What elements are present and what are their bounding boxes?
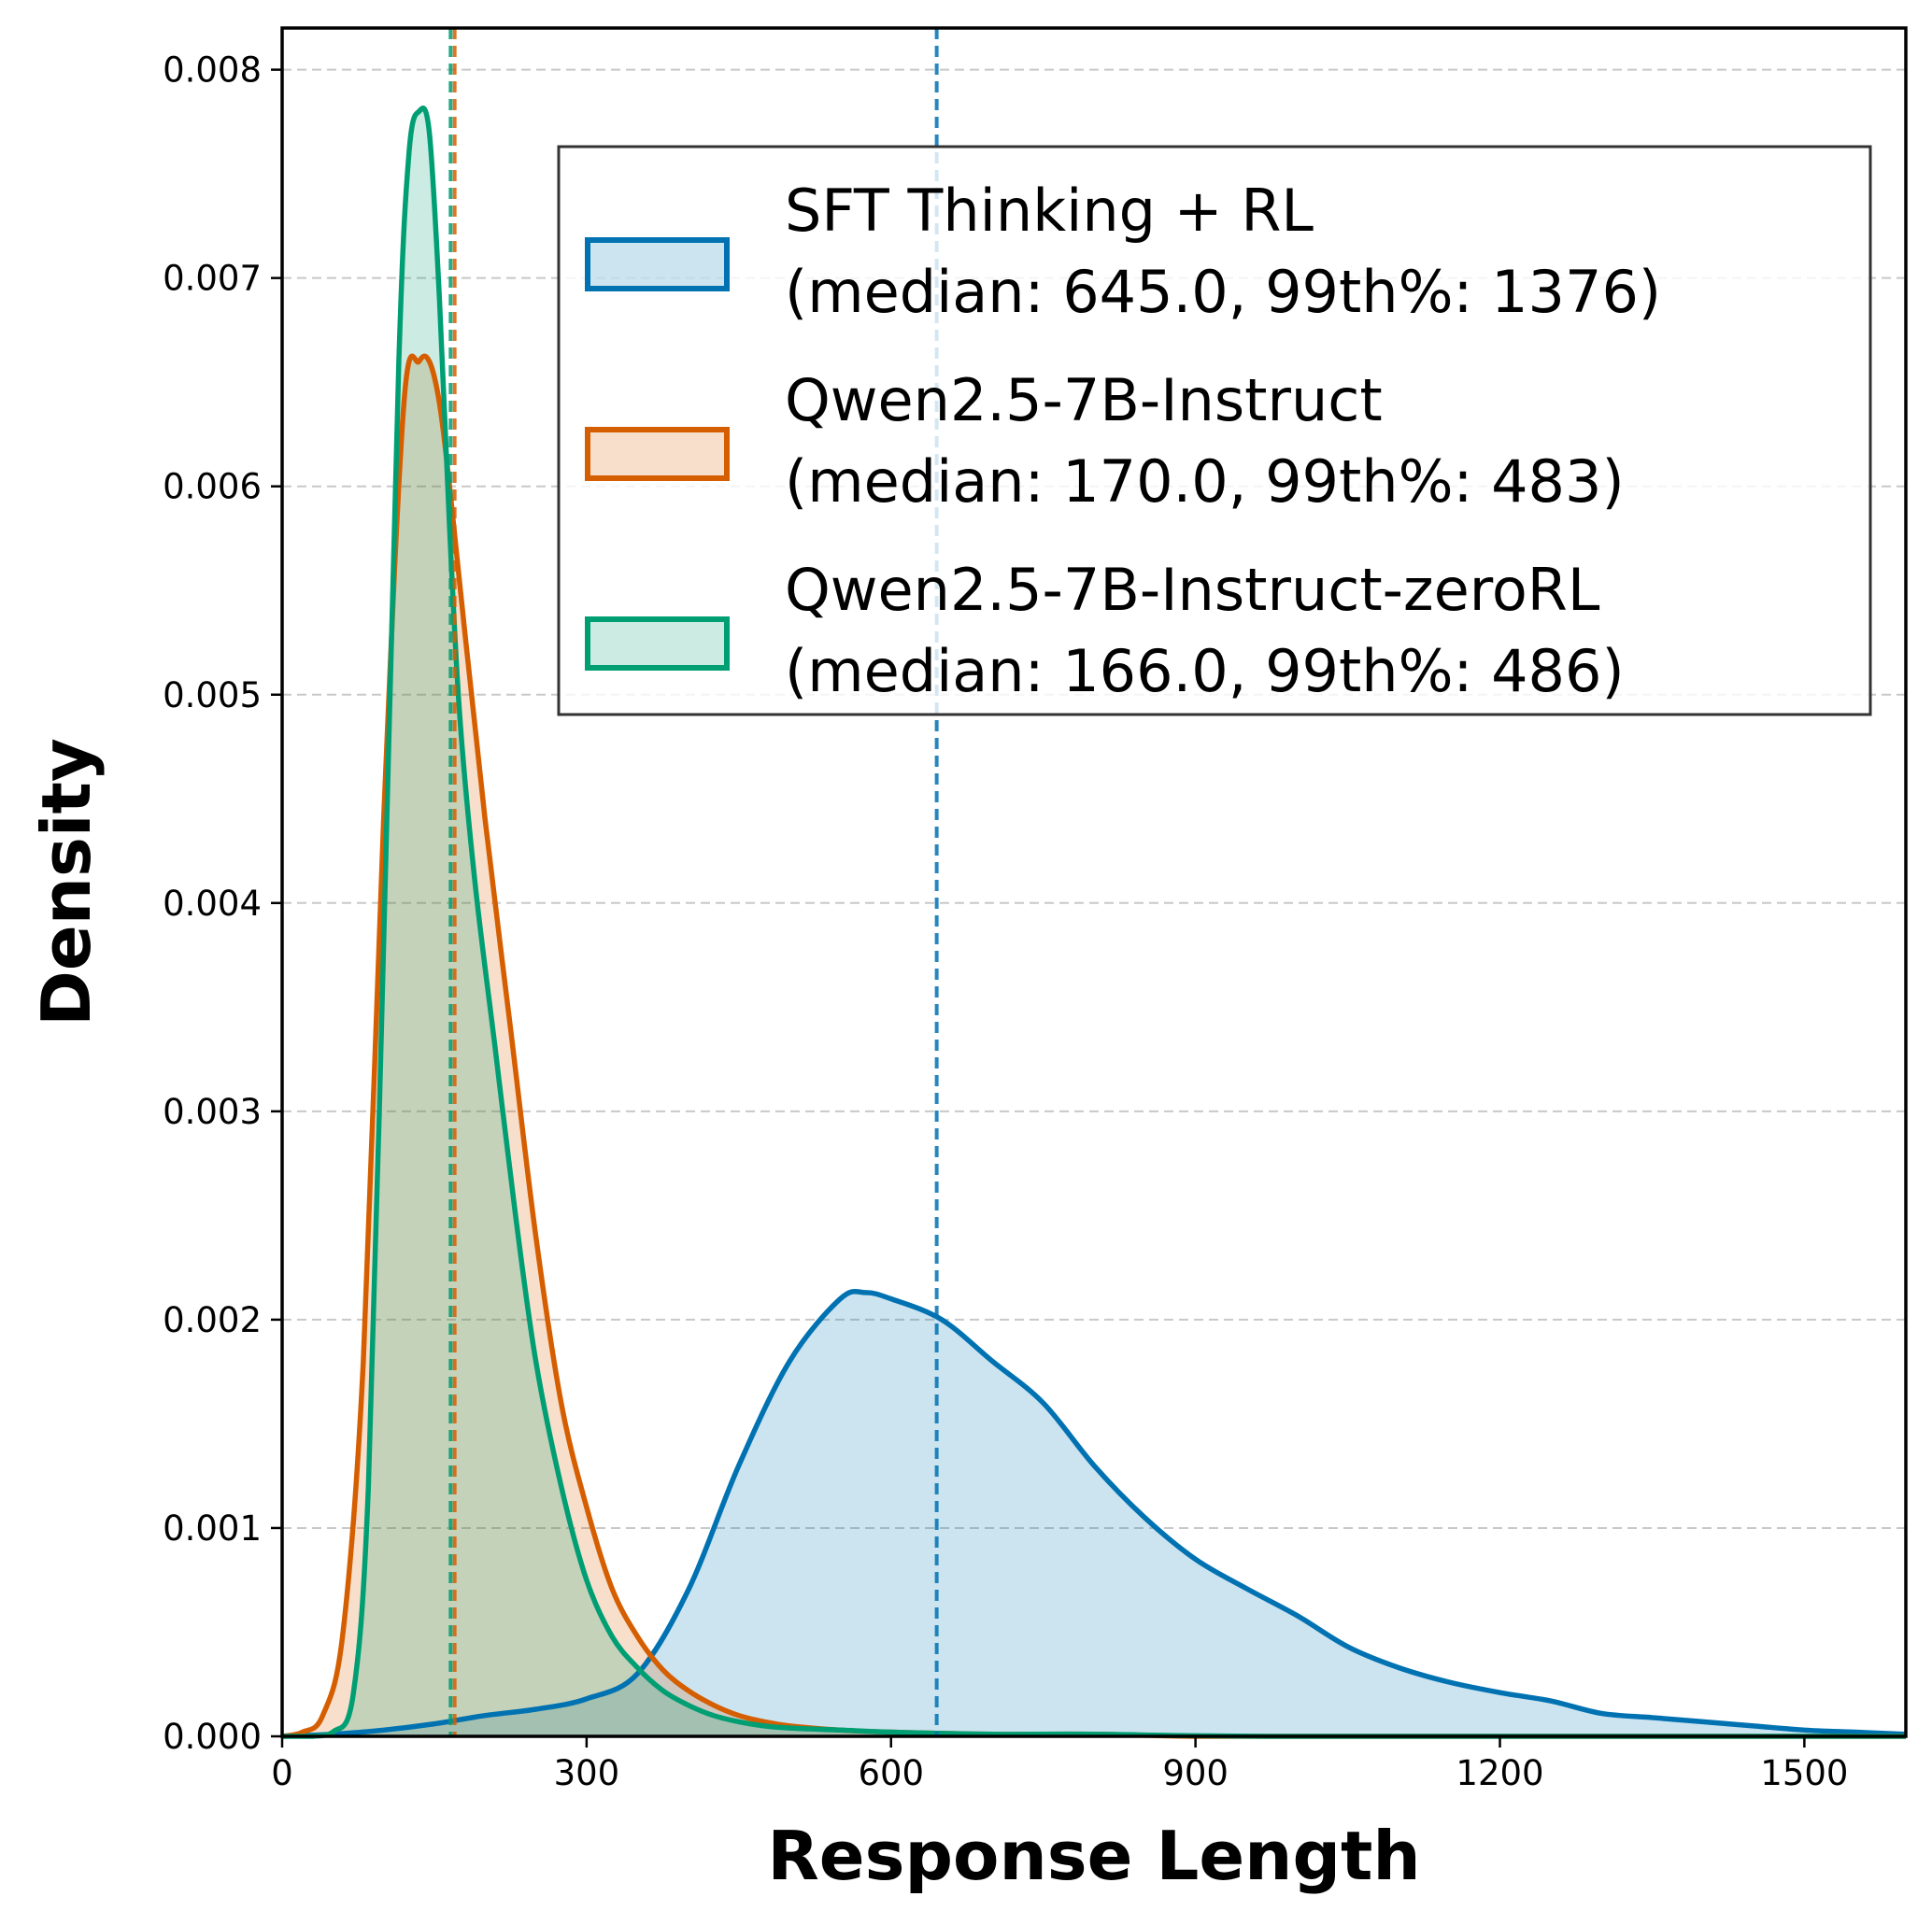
x-tick-label: 0	[271, 1753, 293, 1793]
area-sft-thinking-rl	[282, 1291, 1906, 1736]
plot-frame	[280, 26, 1908, 1738]
area-qwen2-5-7b-instruct-zerorl	[282, 107, 1906, 1736]
x-tick-label: 600	[858, 1753, 924, 1793]
legend-detail: (median: 645.0, 99th%: 1376)	[785, 258, 1661, 326]
legend-swatch-qwen2-5-7b-instruct	[585, 427, 730, 481]
y-axis-title: Density	[27, 738, 106, 1026]
density-lines	[281, 106, 1907, 1739]
density-areas	[282, 107, 1906, 1736]
y-tick-label: 0.008	[163, 50, 262, 91]
x-tick-label: 1500	[1760, 1753, 1848, 1793]
x-tick-label: 900	[1162, 1753, 1229, 1793]
line-sft-thinking-rl	[281, 1288, 1907, 1739]
legend-box	[557, 145, 1872, 716]
legend-swatch-sft-thinking-rl	[585, 237, 730, 291]
legend-label: SFT Thinking + RL	[785, 177, 1314, 245]
legend-swatch-qwen2-5-7b-instruct-zerorl	[585, 616, 730, 671]
y-tick-label: 0.000	[163, 1717, 262, 1757]
y-tick-label: 0.007	[163, 259, 262, 299]
legend-detail: (median: 166.0, 99th%: 486)	[785, 637, 1625, 705]
x-tick-label: 1200	[1456, 1753, 1543, 1793]
x-axis-title: Response Length	[767, 1817, 1420, 1895]
x-tick-label: 300	[554, 1753, 620, 1793]
axis-ticks: 0.000 0.001 0.002 0.003 0.004 0.005 0.006 0.007…	[163, 50, 1848, 1793]
area-qwen2-5-7b-instruct	[282, 356, 1906, 1736]
legend-label: Qwen2.5-7B-Instruct-zeroRL	[785, 556, 1600, 624]
legend: SFT Thinking + RL (median: 645.0, 99th%: …	[557, 145, 1872, 716]
line-qwen2-5-7b-instruct-zerorl	[282, 106, 1906, 1739]
y-tick-label: 0.001	[163, 1508, 262, 1549]
y-tick-label: 0.006	[163, 467, 262, 507]
legend-label: Qwen2.5-7B-Instruct	[785, 366, 1383, 434]
y-tick-label: 0.005	[163, 675, 262, 715]
y-tick-label: 0.004	[163, 884, 262, 924]
y-tick-label: 0.002	[163, 1300, 262, 1340]
y-tick-label: 0.003	[163, 1092, 262, 1132]
legend-detail: (median: 170.0, 99th%: 483)	[785, 447, 1625, 516]
